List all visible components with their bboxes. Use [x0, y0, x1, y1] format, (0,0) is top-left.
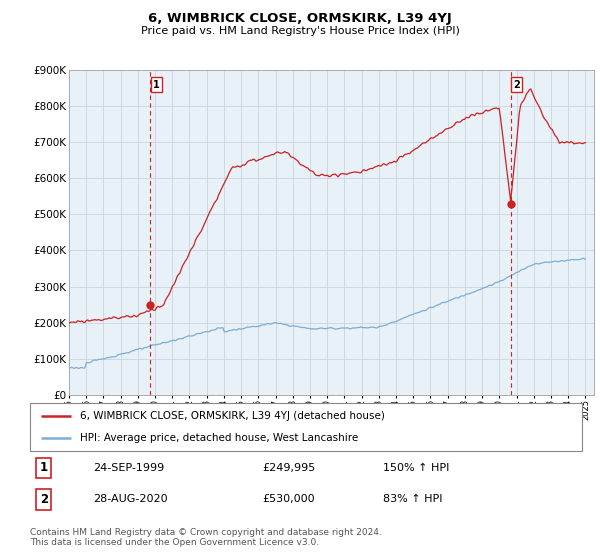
- Text: 150% ↑ HPI: 150% ↑ HPI: [383, 463, 449, 473]
- Text: Contains HM Land Registry data © Crown copyright and database right 2024.
This d: Contains HM Land Registry data © Crown c…: [30, 528, 382, 547]
- Text: £249,995: £249,995: [262, 463, 315, 473]
- Text: 6, WIMBRICK CLOSE, ORMSKIRK, L39 4YJ: 6, WIMBRICK CLOSE, ORMSKIRK, L39 4YJ: [148, 12, 452, 25]
- Text: 2: 2: [513, 80, 520, 90]
- Text: 6, WIMBRICK CLOSE, ORMSKIRK, L39 4YJ (detached house): 6, WIMBRICK CLOSE, ORMSKIRK, L39 4YJ (de…: [80, 411, 385, 421]
- Text: £530,000: £530,000: [262, 494, 314, 505]
- Text: 28-AUG-2020: 28-AUG-2020: [94, 494, 168, 505]
- Text: 1: 1: [40, 461, 48, 474]
- Text: 24-SEP-1999: 24-SEP-1999: [94, 463, 165, 473]
- FancyBboxPatch shape: [30, 403, 582, 451]
- Text: 83% ↑ HPI: 83% ↑ HPI: [383, 494, 443, 505]
- Text: 1: 1: [153, 80, 160, 90]
- Text: Price paid vs. HM Land Registry's House Price Index (HPI): Price paid vs. HM Land Registry's House …: [140, 26, 460, 36]
- Text: HPI: Average price, detached house, West Lancashire: HPI: Average price, detached house, West…: [80, 433, 358, 443]
- Text: 2: 2: [40, 493, 48, 506]
